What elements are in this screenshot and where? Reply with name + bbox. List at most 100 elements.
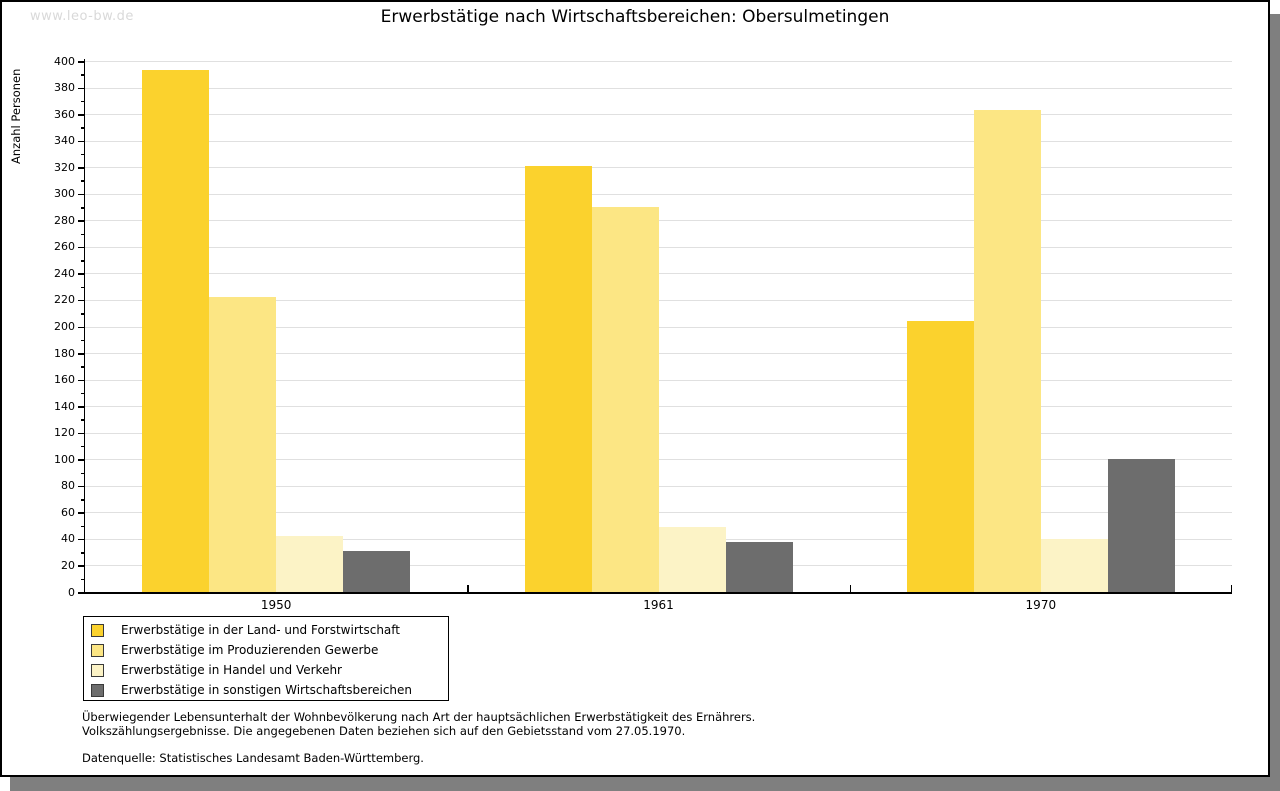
y-axis-minor-tick [81,552,85,554]
legend-item: Erwerbstätige in der Land- und Forstwirt… [91,620,448,640]
y-axis-minor-tick [81,233,85,236]
y-axis-tick [78,379,85,382]
y-axis-minor-tick [81,100,85,103]
bar-1950-series-3 [276,536,344,592]
gridline [85,459,1232,461]
y-axis-minor-tick [81,260,85,262]
y-axis-tick-label: 140 [54,399,75,413]
y-axis-tick [78,61,85,63]
legend-swatch [91,663,104,677]
gridline [85,193,1232,195]
y-axis-tick-label: 280 [54,213,75,227]
y-axis-tick [78,406,85,408]
y-axis-tick-label: 220 [54,293,75,307]
gridline [85,140,1232,142]
y-axis-minor-tick [81,180,85,182]
y-axis-minor-tick [81,392,85,395]
y-axis-tick-label: 160 [54,373,75,387]
y-axis-minor-tick [81,339,85,342]
footnotes: Überwiegender Lebensunterhalt der Wohnbe… [82,710,755,738]
y-axis-tick-label: 100 [54,452,75,466]
gridline [85,220,1232,222]
y-axis-tick [78,432,85,435]
y-axis-tick-label: 40 [61,532,75,546]
bar-1950-series-2 [209,297,277,592]
gridline [85,406,1232,408]
legend-item: Erwerbstätige in sonstigen Wirtschaftsbe… [91,680,448,700]
footnote-line-2: Volkszählungsergebnisse. Die angegebenen… [82,724,686,738]
plot-area: 0 20 40 60 80 100 120 140 160 180 200 220 240 260 280 3… [2,2,1272,779]
gridline [85,114,1232,116]
legend-label: Erwerbstätige in sonstigen Wirtschaftsbe… [121,683,413,697]
gridline [85,485,1232,487]
y-axis-tick-label: 340 [54,134,75,148]
gridline [85,326,1232,328]
y-axis-minor-tick [81,472,85,475]
bar-1970-series-2 [973,110,1041,592]
x-tick-label: 1961 [643,598,674,612]
bar-1961-series-3 [658,526,726,592]
data-source: Datenquelle: Statistisches Landesamt Bad… [82,751,424,765]
legend-swatch [91,643,104,657]
chart-frame: www.leo-bw.de Erwerbstätige nach Wirtsch… [0,0,1270,777]
x-axis-tick [849,585,852,592]
y-axis-tick-label: 120 [54,426,75,440]
gridline [85,299,1232,301]
y-axis-minor-tick [81,578,85,581]
x-axis-tick [467,585,469,592]
legend-label: Erwerbstätige in Handel und Verkehr [121,663,342,677]
y-axis-tick [78,167,85,169]
y-axis-tick [78,299,85,302]
legend-label: Erwerbstätige in der Land- und Forstwirt… [121,623,400,637]
y-axis-tick-label: 180 [54,346,75,360]
y-axis-minor-tick [81,445,85,448]
y-axis-tick-label: 20 [61,558,75,572]
y-axis-minor-tick [81,153,85,156]
gridline [85,61,1232,62]
y-axis-tick-label: 300 [54,187,75,201]
x-tick-label: 1970 [1025,598,1057,612]
y-axis-tick [78,193,85,196]
gridline [85,87,1232,89]
bar-1961-series-4 [725,541,793,592]
bar-1970-series-1 [906,321,974,592]
gridline [85,167,1232,169]
y-axis-tick-label: 240 [54,266,75,280]
legend-swatch [91,683,104,697]
bar-1950-series-4 [343,550,411,592]
gridline [85,246,1232,248]
legend-swatch [91,623,104,637]
y-axis-tick [78,592,85,594]
y-axis-tick [78,326,85,328]
y-axis-tick [78,87,85,90]
y-axis-tick-label: 320 [54,160,75,174]
y-axis-tick-label: 0 [68,585,75,599]
y-axis-tick [78,353,85,355]
x-axis-tick [1230,585,1232,592]
y-axis-tick [78,485,85,488]
gridline [85,512,1232,514]
y-axis-tick [78,459,85,461]
y-axis-minor-tick [81,525,85,528]
y-axis-minor-tick [81,74,85,76]
y-axis-minor-tick [81,127,85,129]
footnote-line-1: Überwiegender Lebensunterhalt der Wohnbe… [82,710,756,724]
watermark: www.leo-bw.de [30,9,134,24]
y-axis-tick [78,114,85,116]
y-axis-tick [78,220,85,222]
y-axis-tick-label: 260 [54,240,75,254]
legend: Erwerbstätige in der Land- und Forstwirt… [83,616,449,701]
y-axis-line [83,59,85,594]
y-axis-minor-tick [81,207,85,209]
bar-1961-series-1 [524,165,592,592]
bar-1950-series-1 [142,70,210,592]
y-axis-tick-label: 60 [61,505,75,519]
gridline [85,432,1232,434]
legend-item: Erwerbstätige in Handel und Verkehr [91,660,448,680]
y-axis-tick [78,512,85,514]
y-axis-minor-tick [81,499,85,501]
y-axis-tick [78,538,85,541]
y-axis-tick [78,273,85,275]
chart-title: Erwerbstätige nach Wirtschaftsbereichen:… [380,7,890,27]
y-axis-minor-tick [81,366,85,368]
